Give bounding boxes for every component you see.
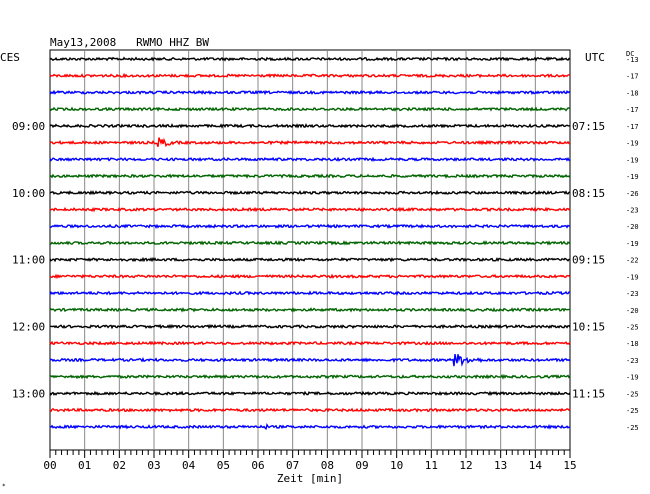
left-hour-label: 11:00: [12, 254, 45, 267]
x-tick-label: 12: [459, 459, 472, 472]
trace-line: [49, 422, 571, 431]
dc-offset-label: -17: [626, 123, 639, 131]
left-hour-label: 12:00: [12, 321, 45, 334]
plot-grid: [49, 49, 571, 458]
dc-offset-label: -23: [626, 206, 639, 214]
offset-header: DC: [626, 50, 634, 58]
dc-offset-label: -18: [626, 340, 639, 348]
trace-line: [50, 373, 571, 380]
trace-line: [50, 323, 571, 330]
x-tick-label: 02: [113, 459, 126, 472]
dc-offset-label: -19: [626, 156, 639, 164]
dc-offset-label: -19: [626, 240, 639, 248]
trace-line: [49, 137, 570, 148]
x-axis-label: Zeit [min]: [277, 472, 343, 485]
axis-labels: 00 01 02 03 04 05 06 07 08 09 10 11 12 13 14 15 -13 -17 -1…: [12, 56, 639, 472]
x-tick-label: 05: [217, 459, 230, 472]
trace-line: [49, 56, 571, 62]
trace-line: [49, 256, 570, 263]
x-tick-label: 01: [78, 459, 91, 472]
dc-offset-label: -25: [626, 407, 639, 415]
x-tick-label: 14: [529, 459, 543, 472]
trace-line: [49, 273, 571, 280]
left-hour-label: 09:00: [12, 120, 45, 133]
trace-line: [49, 89, 571, 96]
dc-offset-label: -17: [626, 73, 639, 81]
trace-line: [49, 353, 571, 367]
dc-offset-label: -18: [626, 89, 639, 97]
x-tick-label: 04: [182, 459, 196, 472]
dc-offset-label: -23: [626, 357, 639, 365]
dc-offset-label: -17: [626, 106, 639, 114]
dc-offset-label: -19: [626, 273, 639, 281]
right-hour-label: 09:15: [572, 254, 605, 267]
trace-line: [49, 340, 571, 346]
x-tick-label: 08: [321, 459, 334, 472]
right-hour-label: 10:15: [572, 321, 605, 334]
dc-offset-label: -19: [626, 140, 639, 148]
dc-offset-label: -13: [626, 56, 639, 64]
seismic-traces: [49, 56, 571, 431]
right-timezone-label: UTC: [585, 51, 605, 64]
trace-line: [49, 123, 571, 129]
x-tick-label: 13: [494, 459, 507, 472]
dc-offset-label: -22: [626, 257, 639, 265]
x-tick-label: 15: [563, 459, 576, 472]
dc-offset-label: -23: [626, 290, 639, 298]
corner-mark: *: [2, 483, 6, 490]
x-tick-label: 11: [425, 459, 438, 472]
right-hour-label: 08:15: [572, 187, 605, 200]
x-tick-label: 00: [43, 459, 56, 472]
left-timezone-label: CES: [0, 51, 20, 64]
left-hour-label: 13:00: [12, 387, 45, 400]
trace-line: [49, 407, 571, 413]
dc-offset-label: -19: [626, 374, 639, 382]
dc-offset-label: -20: [626, 307, 639, 315]
x-tick-label: 07: [286, 459, 299, 472]
dc-offset-label: -19: [626, 173, 639, 181]
trace-line: [49, 173, 571, 179]
trace-line: [49, 72, 571, 79]
right-hour-label: 07:15: [572, 120, 605, 133]
trace-line: [49, 390, 571, 397]
dc-offset-label: -25: [626, 424, 639, 432]
trace-line: [49, 240, 571, 246]
trace-line: [49, 223, 570, 229]
dc-offset-label: -20: [626, 223, 639, 231]
x-tick-label: 10: [390, 459, 403, 472]
x-tick-label: 09: [355, 459, 368, 472]
x-tick-label: 06: [251, 459, 264, 472]
trace-line: [49, 290, 571, 296]
trace-line: [49, 189, 571, 196]
trace-line: [49, 206, 571, 213]
dc-offset-label: -25: [626, 390, 639, 398]
right-hour-label: 11:15: [572, 387, 605, 400]
dc-offset-label: -26: [626, 190, 639, 198]
chart-title: May13,2008 RWMO HHZ BW: [50, 36, 209, 49]
trace-line: [49, 306, 571, 313]
dc-offset-label: -25: [626, 324, 639, 332]
x-tick-label: 03: [147, 459, 160, 472]
left-hour-label: 10:00: [12, 187, 45, 200]
trace-line: [49, 106, 571, 112]
trace-line: [49, 156, 571, 162]
